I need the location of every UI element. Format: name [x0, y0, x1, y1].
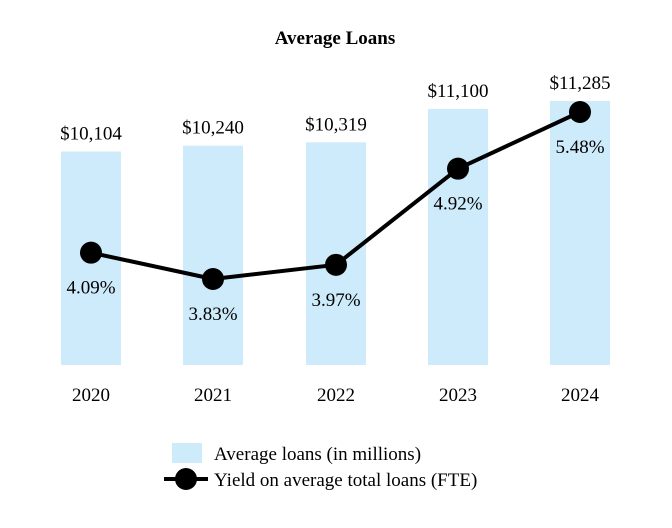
- x-tick-label-2022: 2022: [317, 385, 355, 406]
- chart-title: Average Loans: [275, 28, 396, 49]
- bar-value-label-2024: $11,285: [549, 73, 610, 94]
- yield-value-label-2024: 5.48%: [555, 137, 604, 158]
- legend-line-marker: [175, 468, 197, 490]
- legend-bar-swatch: [172, 443, 202, 463]
- legend-line-label: Yield on average total loans (FTE): [214, 470, 477, 491]
- bar-2021: [183, 145, 243, 365]
- bar-2023: [428, 108, 488, 366]
- yield-value-label-2021: 3.83%: [188, 304, 237, 325]
- yield-value-label-2020: 4.09%: [66, 278, 115, 299]
- legend-bar-label: Average loans (in millions): [214, 444, 421, 465]
- pct-labels-layer: 4.09% 3.83% 3.97% 4.92% 5.48%: [66, 137, 604, 325]
- x-tick-label-2024: 2024: [561, 385, 600, 406]
- yield-value-label-2023: 4.92%: [433, 194, 482, 215]
- yield-marker-2023: [447, 157, 469, 180]
- bar-value-label-2021: $10,240: [182, 118, 244, 139]
- x-tick-label-2023: 2023: [439, 385, 477, 406]
- bars-layer: [61, 101, 610, 366]
- yield-marker-2022: [325, 253, 347, 276]
- year-labels-layer: 2020 2021 2022 2023 2024: [72, 385, 600, 406]
- bar-value-label-2023: $11,100: [427, 81, 488, 102]
- bar-value-label-2020: $10,104: [60, 123, 122, 144]
- yield-marker-2024: [569, 101, 591, 123]
- yield-marker-2021: [202, 268, 224, 290]
- legend: Average loans (in millions) Yield on ave…: [164, 443, 477, 491]
- markers-layer: [80, 101, 591, 290]
- x-tick-label-2021: 2021: [194, 385, 232, 406]
- yield-value-label-2022: 3.97%: [311, 290, 360, 311]
- bar-2024: [550, 101, 610, 365]
- bar-labels-layer: $10,104 $10,240 $10,319 $11,100 $11,285: [60, 73, 610, 144]
- bar-value-label-2022: $10,319: [305, 114, 367, 135]
- bar-2022: [306, 142, 366, 365]
- x-tick-label-2020: 2020: [72, 385, 110, 406]
- yield-marker-2020: [80, 241, 102, 264]
